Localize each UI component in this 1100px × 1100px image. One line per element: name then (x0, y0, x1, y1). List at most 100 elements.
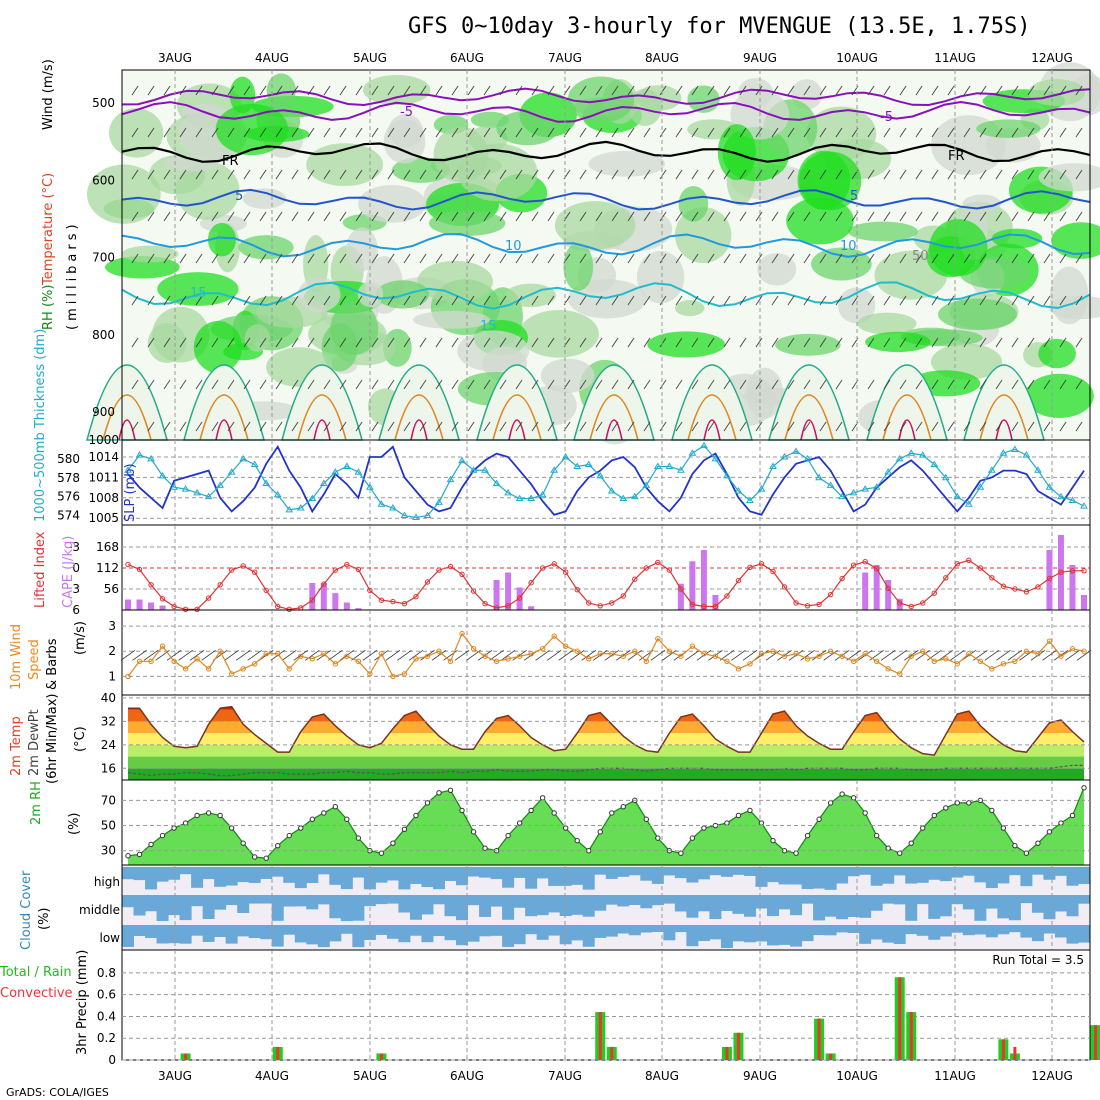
contour-label: 10 (505, 239, 522, 254)
cloud-bar (755, 867, 768, 887)
cloud-bar (882, 895, 895, 904)
wind-speed-point (1069, 646, 1076, 652)
wind-barb (675, 337, 683, 348)
wind-barb (819, 169, 827, 180)
cloud-bar (813, 925, 826, 936)
cloud-bar (790, 867, 803, 885)
wind-barb (467, 337, 475, 348)
temp-band (128, 733, 1084, 745)
rh-tick: 30 (101, 844, 116, 858)
thickness-point (619, 494, 628, 502)
cloud-bar (191, 925, 204, 936)
wind-barb (604, 649, 619, 661)
wind-speed-point (701, 651, 707, 657)
wind-barb (947, 337, 955, 348)
wind-barb (451, 169, 459, 180)
cloud-bar (548, 867, 561, 886)
wind-barb (707, 379, 715, 390)
thickness-point (711, 454, 720, 462)
thickness-point (193, 488, 201, 496)
wind-barb (803, 211, 811, 222)
cape-bar (528, 606, 535, 610)
cloud-bar (985, 925, 998, 938)
date-label-bottom: 3AUG (158, 1069, 192, 1083)
li-point (136, 566, 143, 573)
wind-speed-point (355, 658, 362, 665)
li-point (712, 603, 719, 610)
thickness-point (296, 504, 305, 511)
cloud-bar (536, 867, 549, 879)
cloud-bar (202, 867, 215, 880)
cloud-bar (617, 925, 630, 934)
wind-barb (739, 211, 747, 222)
cloud-bar (801, 925, 814, 942)
wind-barb (984, 649, 1000, 661)
wind-barb (131, 295, 139, 306)
rh-point (839, 791, 845, 797)
wind-barb (1075, 169, 1083, 180)
wind-speed-point (850, 658, 857, 665)
li-point (447, 563, 454, 570)
wind-barb (739, 379, 747, 390)
wind-barb (1053, 649, 1069, 661)
wind-barb (467, 85, 475, 96)
wind-speed-point (931, 658, 937, 665)
cloud-bar (352, 895, 365, 921)
cape-bar (885, 580, 892, 610)
li-point (724, 593, 730, 599)
thickness-point (124, 466, 132, 473)
thickness-point (1080, 502, 1088, 509)
rh-shade (244, 126, 310, 143)
thickness-point (573, 462, 582, 469)
cloud-bar (582, 925, 595, 947)
wind-speed-point (493, 658, 500, 665)
precip-convective-bar (898, 977, 902, 1060)
wind-barb (707, 421, 715, 432)
wind-barb (307, 85, 315, 96)
wind-speed-point (125, 673, 131, 680)
wind-barb (787, 169, 795, 180)
rh-shade (991, 228, 1043, 249)
wind-barb (611, 421, 619, 432)
wind-barb (803, 169, 811, 180)
wind-barb (163, 295, 171, 306)
wind-barb (355, 169, 363, 180)
contour-label: -5 (400, 105, 413, 120)
cloud-bar (467, 895, 480, 906)
temp-contour-warm (784, 394, 834, 441)
cloud-bar (237, 895, 250, 913)
wind-barb (788, 649, 804, 661)
wind-barb (147, 337, 155, 348)
rh-shade (717, 124, 756, 181)
wind-barb (755, 127, 763, 138)
cloud-bar (755, 925, 768, 942)
cloud-bar (294, 895, 307, 907)
wind-barb (483, 85, 491, 96)
cloud-bar (340, 925, 353, 934)
thickness-point (561, 453, 570, 460)
date-label-top: 10AUG (836, 51, 878, 65)
precip-panel: 0 0.2 0.4 0.6 0.8 Run Total = 3.5 Total / Rain… (0, 949, 1100, 1067)
cloud-bar (271, 867, 284, 877)
rh-shade (297, 277, 341, 313)
temp-contour-10 (121, 233, 1091, 258)
rh-point (298, 825, 304, 831)
wind-barb (166, 649, 182, 661)
wind-barb (291, 85, 299, 96)
cape-bar (862, 572, 869, 610)
rh-point (275, 842, 281, 849)
wind-barb (867, 295, 875, 306)
rh-point (862, 810, 868, 816)
rh-point (355, 835, 362, 841)
cloud-bar (663, 867, 676, 876)
cloud-bar (352, 867, 365, 878)
wind-barb (195, 421, 203, 432)
wind-barb (707, 169, 715, 180)
wind-barb (595, 379, 603, 390)
wind-barb (483, 127, 491, 138)
wind-speed-point (447, 658, 454, 665)
rh-shade (567, 76, 635, 123)
cloud-bar (640, 867, 653, 881)
wind-unit: (m/s) (73, 621, 88, 655)
cloud-bar (605, 925, 618, 937)
